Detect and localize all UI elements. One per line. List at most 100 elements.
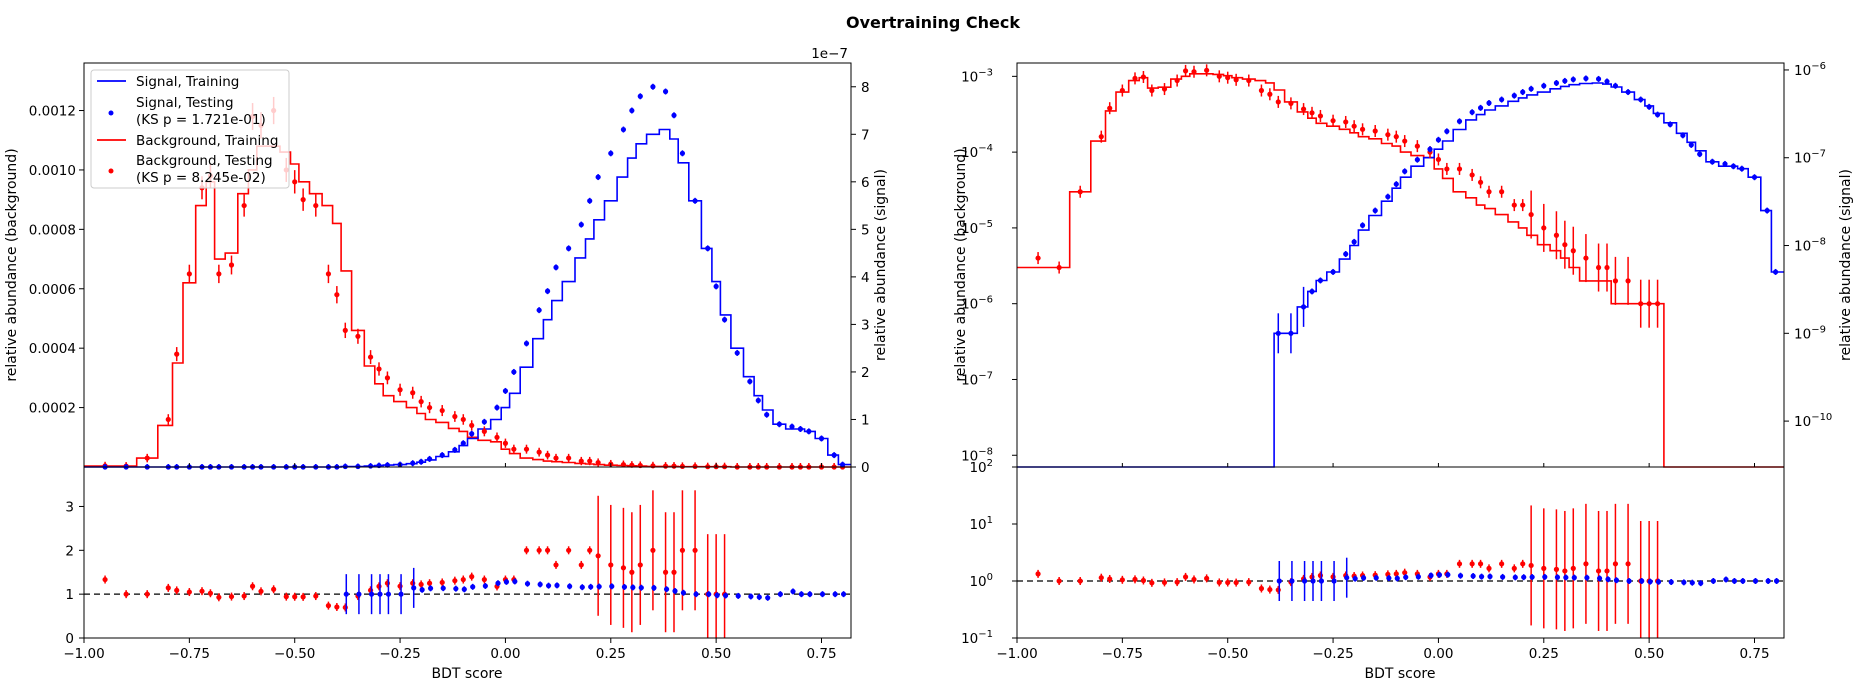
left-signal-test-point: [831, 452, 837, 458]
right-bkg-ratio-point: [1477, 561, 1484, 567]
legend-signal-train-label: Signal, Training: [136, 74, 239, 90]
right-bkg-test-point: [1486, 189, 1492, 195]
left-bkg-ratio-point: [174, 587, 180, 593]
left-signal-ratio-point: [398, 591, 404, 597]
right-signal-test-point: [1385, 194, 1391, 200]
right-bkg-test-point: [1343, 119, 1349, 125]
right-xtick-label: 0.50: [1634, 646, 1664, 662]
left-signal-test-point: [662, 88, 669, 95]
right-signal-ratio-point: [1373, 575, 1379, 581]
right-bkg-test-point: [1246, 77, 1252, 84]
right-bkg-test-point: [1288, 100, 1294, 106]
left-bkg-test-point: [523, 446, 530, 452]
left-signal-ratio-point: [621, 584, 628, 590]
right-signal-test-point: [1730, 163, 1737, 169]
left-signal-test-point: [553, 264, 559, 270]
left-signal-ratio-point: [693, 591, 699, 597]
right-signal-ratio-point: [1773, 578, 1780, 584]
right-bkg-test-point: [1625, 278, 1631, 284]
left-signal-ratio-point: [377, 591, 383, 597]
right-bkg-test-point: [1267, 91, 1273, 97]
left-ytick-sig-label: 8: [861, 80, 870, 96]
left-bkg-ratio-point: [650, 547, 656, 553]
right-bkg-ratio-point: [1486, 565, 1492, 571]
left-bkg-ratio-point: [241, 593, 247, 599]
right-bkg-test-point: [1562, 242, 1568, 248]
right-signal-ratio-point: [1428, 572, 1434, 579]
right-signal-test-point: [1309, 288, 1315, 295]
right-signal-ratio-point: [1318, 578, 1325, 584]
left-bkg-test-point: [587, 458, 593, 464]
left-signal-test-point: [747, 378, 753, 385]
left-signal-test-point: [789, 424, 795, 430]
left-xtick-label: 0.50: [701, 646, 731, 662]
left-signal-ratio-point: [663, 586, 670, 592]
left-bkg-test-point: [292, 179, 298, 185]
left-bkg-ratio-point: [671, 569, 677, 575]
right-bkg-ratio-point: [1149, 580, 1155, 586]
right-bkg-train-hist: [1017, 73, 1784, 468]
right-bkg-test-point: [1056, 264, 1062, 271]
left-signal-ratio-point: [630, 584, 636, 591]
left-bkg-test-point: [397, 387, 403, 393]
left-signal-test-point: [426, 456, 433, 462]
left-signal-test-point: [587, 198, 593, 204]
right-bkg-test-point: [1402, 138, 1408, 144]
right-main-plot: 10−8 10−7 10−6 10−5 10−4 10−3 10−10 10−9 10−8 10−…: [961, 61, 1832, 468]
left-signal-test-point: [502, 388, 509, 394]
right-bkg-test-point: [1119, 87, 1125, 94]
right-bkg-test-point: [1595, 264, 1602, 271]
left-bkg-ratio-point: [397, 583, 403, 589]
left-bkg-ratio-point: [258, 588, 264, 594]
right-signal-test-point: [1456, 118, 1463, 124]
right-signal-test-point: [1427, 146, 1433, 152]
left-signal-ratio-point: [524, 581, 531, 587]
left-bkg-test-point: [165, 416, 171, 423]
left-signal-test-point: [544, 288, 551, 294]
right-signal-ratio-point: [1689, 580, 1695, 586]
right-signal-ratio-point: [1403, 574, 1409, 580]
right-signal-ratio-point: [1668, 579, 1674, 585]
right-signal-test-point: [1330, 269, 1336, 275]
left-bkg-test-point: [566, 455, 572, 461]
left-ytick-sig-label: 7: [861, 127, 870, 143]
right-ratio-plot: −1.00 −0.75 −0.50 −0.25 0.00 0.25 0.50 0.75 10−1…: [961, 458, 1784, 662]
right-bkg-test-point: [1330, 118, 1336, 124]
right-bkg-ratio-point: [1246, 579, 1252, 585]
left-bkg-ratio-point: [207, 590, 214, 596]
left-bkg-ratio-point: [410, 580, 416, 586]
right-ytick-bkg-label: 10−3: [961, 67, 993, 85]
right-signal-test-point: [1751, 174, 1758, 180]
left-bkg-ratio-point: [578, 562, 584, 568]
right-bkg-test-point: [1612, 278, 1619, 284]
left-signal-ratio-point: [368, 591, 375, 597]
right-ratio-ytick-label: 101: [969, 515, 993, 533]
left-signal-test-point: [511, 369, 517, 375]
left-bkg-ratio-point: [637, 562, 643, 568]
left-bkg-ratio-point: [102, 576, 108, 583]
right-bkg-test-point: [1638, 301, 1644, 307]
left-bkg-test-point: [367, 354, 374, 360]
right-signal-ratio-point: [1470, 573, 1476, 579]
right-signal-test-point: [1553, 80, 1560, 86]
right-bkg-ratio-point: [1056, 578, 1062, 584]
right-bkg-ratio-point: [1267, 586, 1273, 593]
right-signal-test-point: [1541, 83, 1547, 89]
left-bkg-test-point: [460, 416, 466, 423]
right-bkg-test-point: [1359, 126, 1366, 132]
right-bkg-ratio-point: [1233, 579, 1239, 586]
left-signal-ratio-point: [427, 585, 434, 591]
right-panel: 10−8 10−7 10−6 10−5 10−4 10−3 10−10 10−9 10−8 10−…: [953, 61, 1854, 682]
right-signal-test-point: [1562, 78, 1568, 84]
left-ratio-frame: [83, 466, 852, 639]
left-signal-test-point: [536, 307, 542, 313]
left-bkg-ratio-point: [553, 562, 559, 568]
right-signal-ratio-point: [1457, 573, 1464, 579]
right-bkg-ratio-point: [1553, 566, 1560, 572]
left-bkg-test-point: [553, 455, 559, 461]
left-bkg-test-point: [313, 202, 319, 209]
left-ytick-sig-label: 1: [861, 412, 870, 428]
right-signal-test-point: [1688, 142, 1694, 148]
right-signal-test-point: [1300, 304, 1307, 310]
right-signal-ratio-point: [1626, 578, 1632, 584]
